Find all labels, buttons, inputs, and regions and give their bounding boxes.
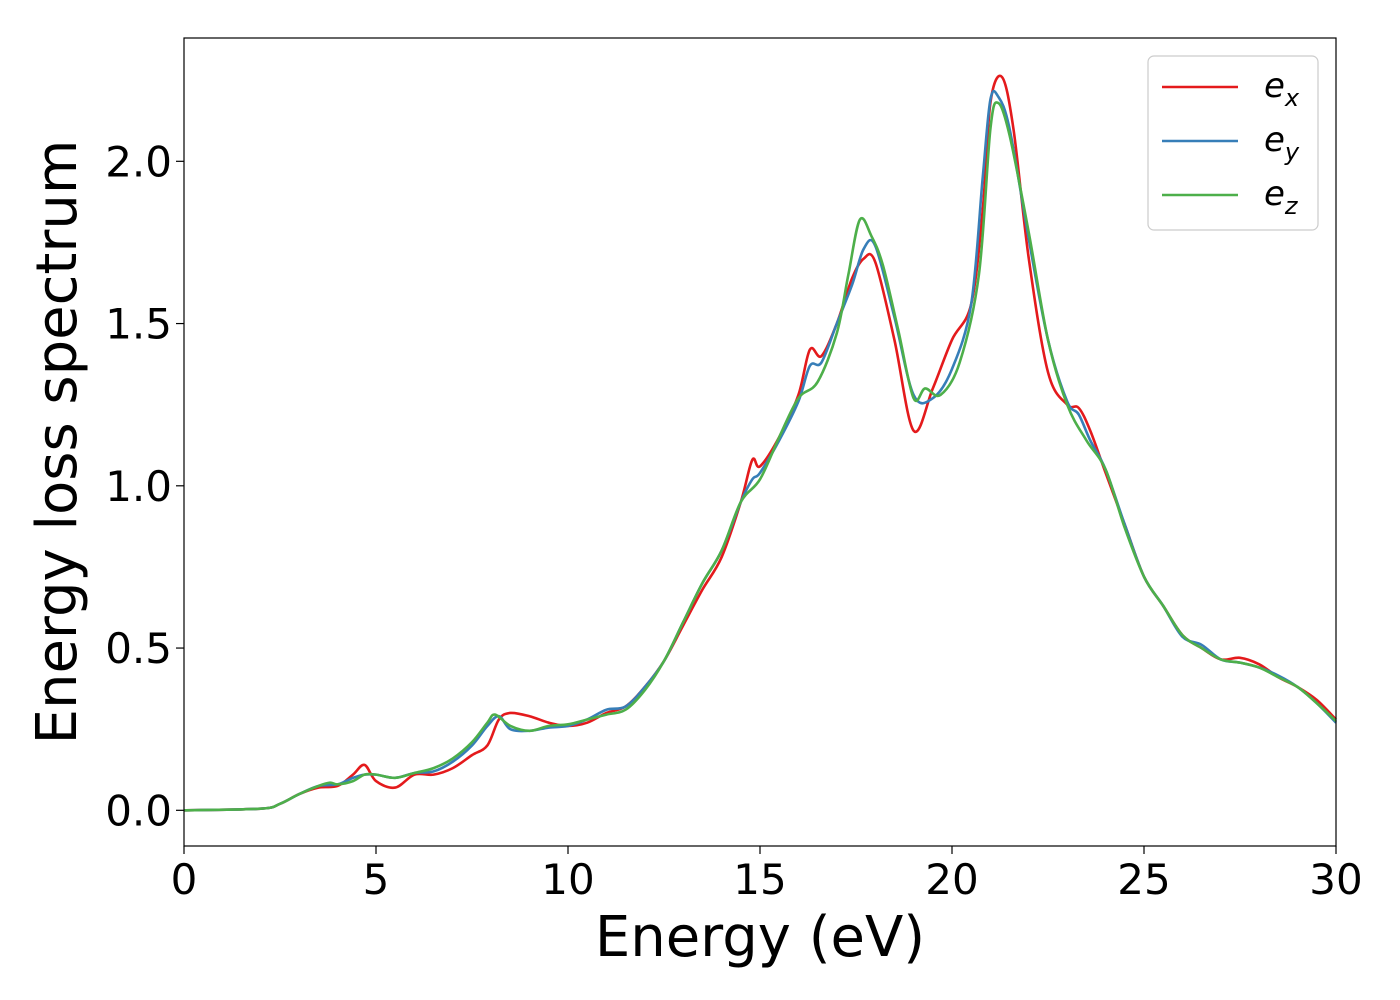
x-tick-label: 25: [1117, 855, 1170, 904]
y-tick-label: 1.0: [105, 462, 172, 511]
x-axis-ticks: 0 5 10 15 20 25 30: [171, 846, 1363, 904]
series-line-z: [183, 101, 1337, 812]
x-tick-label: 15: [733, 855, 786, 904]
legend-label-z: ez: [1264, 174, 1299, 220]
x-tick-label: 10: [541, 855, 594, 904]
x-tick-label: 5: [363, 855, 390, 904]
y-tick-label: 0.0: [105, 786, 172, 835]
x-axis-label: Energy (eV): [595, 905, 925, 970]
y-axis-ticks: 0.0 0.5 1.0 1.5 2.0: [105, 137, 184, 835]
series-layer: [183, 74, 1337, 812]
legend: ex ey ez: [1147, 55, 1319, 231]
y-axis-label: Energy loss spectrum: [25, 140, 90, 745]
legend-box: [1147, 55, 1319, 231]
x-tick-label: 20: [925, 855, 978, 904]
y-tick-label: 2.0: [105, 137, 172, 186]
plot-background: [184, 38, 1336, 846]
y-tick-label: 0.5: [105, 624, 172, 673]
y-tick-label: 1.5: [105, 300, 172, 349]
x-tick-label: 0: [171, 855, 198, 904]
x-tick-label: 30: [1309, 855, 1362, 904]
legend-label-y: ey: [1264, 120, 1300, 166]
legend-label-x: ex: [1264, 66, 1300, 112]
